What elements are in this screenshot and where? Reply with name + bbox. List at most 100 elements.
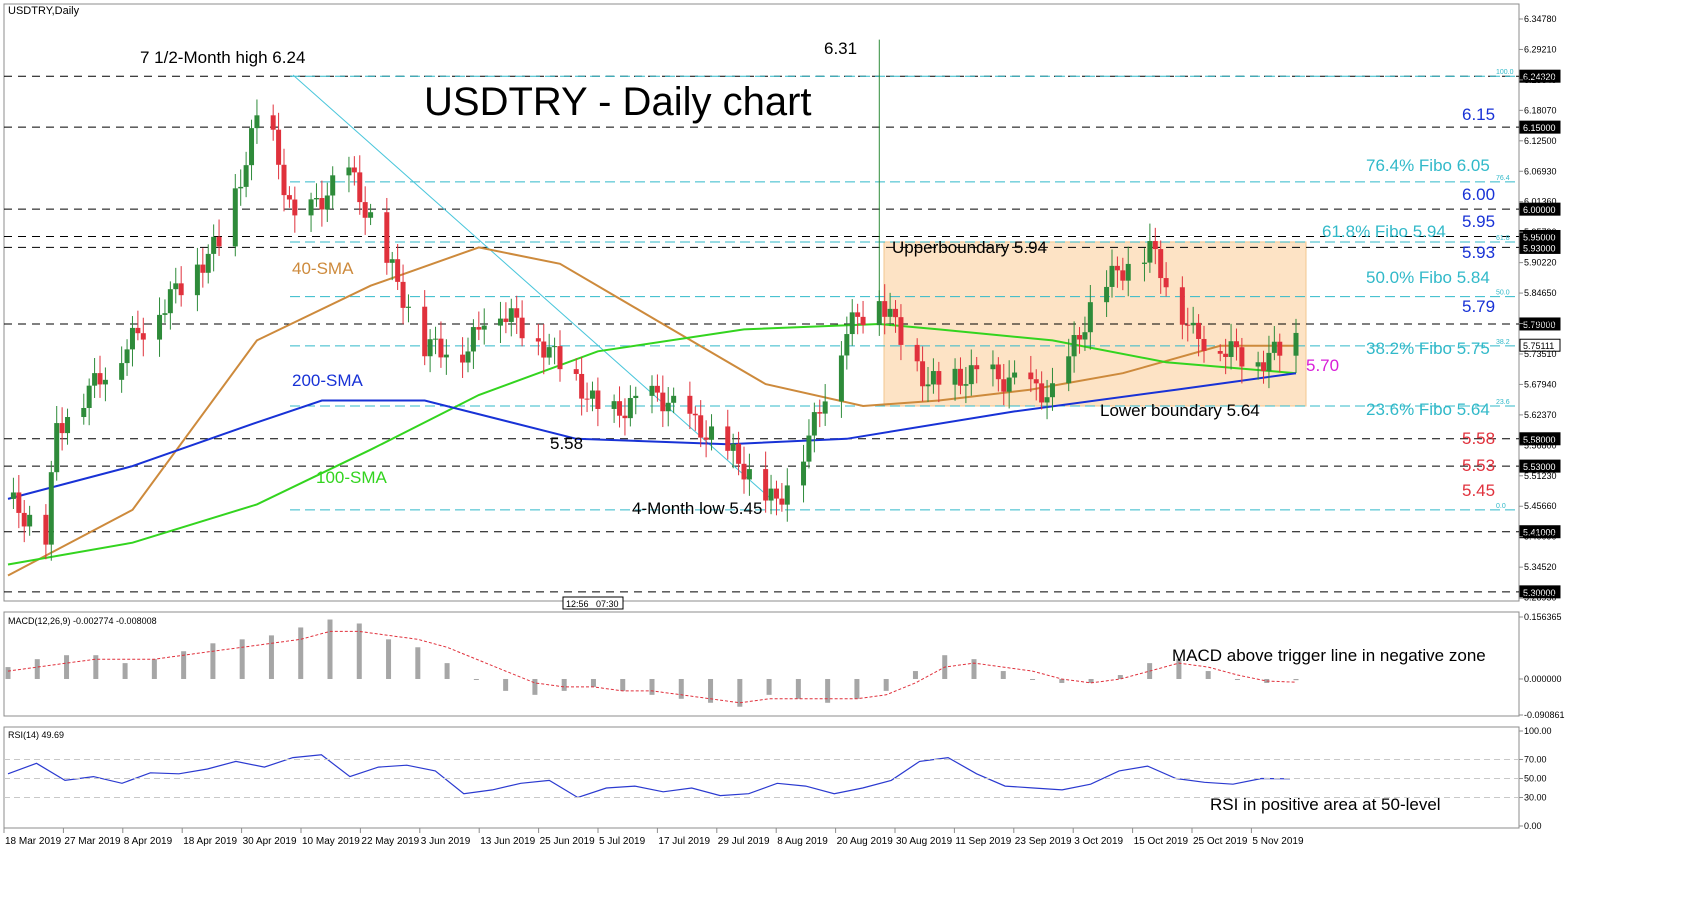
candle-body — [16, 492, 22, 513]
fibo-ratio-label: 61.8 — [1496, 235, 1510, 242]
candle-body — [243, 165, 249, 187]
candle-body — [460, 354, 466, 363]
candle-body — [1120, 270, 1126, 281]
x-tick-label: 5 Nov 2019 — [1252, 836, 1304, 847]
candle-body — [1125, 263, 1131, 281]
fibo-levels-layer: 100.0 76.4 61.8 50.0 38.2 23.6 0.0 — [290, 69, 1519, 511]
candle-body — [514, 308, 520, 318]
y-tick-label: 5.40090 — [1524, 532, 1557, 542]
macd-title: MACD(12,26,9) -0.002774 -0.008008 — [8, 616, 157, 626]
fibo-label-618: 61.8% Fibo 5.94 — [1322, 222, 1446, 241]
candle-body — [579, 373, 585, 399]
candle-body — [822, 401, 828, 414]
macd-bar — [327, 619, 333, 679]
candle-body — [1277, 341, 1283, 356]
macd-bar — [5, 667, 11, 679]
candle-body — [157, 314, 163, 340]
y-tick-label: 5.84650 — [1524, 288, 1557, 298]
candle-body — [925, 384, 931, 387]
macd-bar — [1030, 678, 1036, 680]
macd-signal-line — [7, 630, 1297, 704]
candle-body — [238, 186, 244, 189]
candle-body — [476, 327, 482, 330]
candle-body — [330, 175, 336, 196]
candle-body — [1039, 383, 1045, 403]
candle-body — [1044, 397, 1050, 403]
candle-body — [773, 488, 779, 499]
price-label: 5.41000 — [1523, 528, 1556, 538]
candle-body — [893, 308, 899, 318]
candle-body — [1228, 341, 1234, 357]
candle-body — [1001, 379, 1007, 392]
candle-body — [573, 369, 579, 374]
annotation-month-high: 7 1/2-Month high 6.24 — [140, 48, 305, 67]
macd-annotation: MACD above trigger line in negative zone — [1172, 646, 1486, 665]
macd-bar — [386, 639, 392, 679]
macd-bar — [151, 659, 157, 679]
candle-body — [400, 281, 406, 308]
fibo-label-236: 23.6% Fibo 5.64 — [1366, 400, 1490, 419]
macd-panel-frame — [3, 611, 1520, 717]
x-tick-label: 27 Mar 2019 — [64, 836, 121, 847]
candle-body — [21, 512, 27, 527]
candle-body — [65, 417, 71, 434]
y-tick-label: 5.45660 — [1524, 501, 1557, 511]
candle-body — [995, 364, 1001, 380]
candle-body — [692, 413, 698, 416]
candle-body — [725, 426, 731, 451]
candle-body — [779, 498, 785, 505]
candle-body — [736, 443, 742, 464]
macd-bar — [912, 671, 918, 679]
y-tick-label: 5.90220 — [1524, 258, 1557, 268]
price-label-box — [1519, 120, 1561, 134]
candle-body — [508, 308, 514, 322]
candle-body — [433, 338, 439, 340]
candle-body — [936, 371, 942, 385]
candle-body — [1255, 362, 1261, 367]
candle-body — [887, 308, 893, 317]
x-tick-label: 20 Aug 2019 — [837, 836, 894, 847]
x-tick-label: 22 May 2019 — [361, 836, 419, 847]
candle-body — [232, 188, 238, 247]
candle-body — [167, 289, 173, 314]
candle-body — [882, 301, 888, 317]
candle-body — [178, 283, 184, 296]
x-tick-label: 8 Aug 2019 — [777, 836, 828, 847]
x-tick-label: 5 Jul 2019 — [599, 836, 646, 847]
annotation-4-month-low: 4-Month low 5.45 — [632, 499, 762, 518]
macd-bar — [825, 678, 831, 703]
candle-body — [584, 398, 590, 400]
downtrend-line — [292, 74, 771, 499]
candle-body — [741, 463, 747, 480]
y-tick-label: 5.73510 — [1524, 349, 1557, 359]
candle-body — [319, 198, 325, 210]
candle-body — [205, 253, 211, 273]
candle-body — [671, 395, 677, 403]
candle-body — [1271, 341, 1277, 353]
candle-body — [1261, 362, 1267, 372]
fibo-ratio-label: 38.2 — [1496, 339, 1510, 346]
macd-bar — [34, 659, 40, 679]
fibo-label-500: 50.0% Fibo 5.84 — [1366, 268, 1490, 287]
macd-bar — [473, 678, 479, 680]
level-label-553: 5.53 — [1462, 456, 1495, 475]
sma-200-line — [7, 372, 1297, 500]
macd-bar — [620, 678, 626, 691]
x-tick-label: 25 Oct 2019 — [1193, 836, 1248, 847]
candle-body — [557, 346, 563, 370]
candle-body — [286, 195, 292, 200]
candle-body — [838, 355, 844, 402]
candle-body — [541, 341, 547, 358]
level-label-600: 6.00 — [1462, 185, 1495, 204]
rsi-title: RSI(14) 49.69 — [8, 730, 64, 740]
x-tick-label: 10 May 2019 — [302, 836, 360, 847]
candle-body — [963, 384, 969, 386]
x-tick-label: 17 Jul 2019 — [658, 836, 710, 847]
candle-body — [276, 129, 282, 165]
main-panel-frame — [3, 3, 1520, 602]
candle-body — [898, 317, 904, 345]
price-label: 5.75111 — [1523, 341, 1554, 351]
candle-body — [654, 385, 660, 393]
candle-body — [1077, 335, 1083, 340]
